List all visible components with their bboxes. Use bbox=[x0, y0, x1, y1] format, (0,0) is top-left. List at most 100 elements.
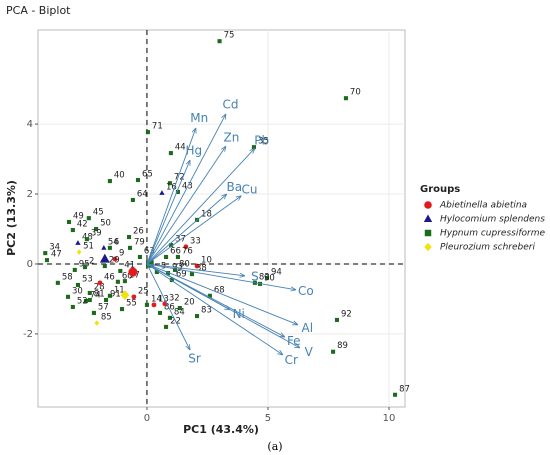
point-label: 2 bbox=[89, 257, 94, 267]
point bbox=[43, 251, 48, 256]
point-label: 40 bbox=[114, 171, 125, 181]
point bbox=[86, 216, 91, 221]
point-label: 30 bbox=[72, 286, 83, 296]
point-label: 16 bbox=[166, 182, 177, 192]
point-label: 94 bbox=[271, 267, 282, 277]
loading-arrow bbox=[146, 263, 298, 326]
point bbox=[175, 189, 180, 194]
point-label: 58 bbox=[62, 272, 73, 282]
point bbox=[167, 315, 172, 320]
point bbox=[137, 254, 142, 260]
y-tick-label: 2 bbox=[27, 189, 33, 200]
point bbox=[343, 96, 348, 101]
point bbox=[172, 267, 178, 272]
point-label: 54 bbox=[108, 237, 119, 247]
point-label: 28 bbox=[94, 282, 105, 292]
loading-label: S bbox=[251, 270, 259, 284]
point-label: 39 bbox=[91, 229, 102, 239]
point-label: 86 bbox=[164, 302, 175, 312]
y-tick-label: 4 bbox=[27, 119, 33, 130]
point-label: 9 bbox=[119, 249, 124, 259]
point bbox=[72, 267, 77, 272]
legend-label: Abietinella abietina bbox=[439, 201, 527, 211]
point-label: 85 bbox=[101, 313, 112, 323]
point bbox=[119, 307, 125, 312]
point-label: 49 bbox=[73, 211, 84, 221]
point bbox=[251, 145, 256, 150]
point bbox=[164, 254, 169, 260]
point bbox=[135, 177, 141, 183]
point bbox=[82, 265, 88, 270]
loading-label: Cu bbox=[241, 182, 257, 196]
loading-arrow bbox=[146, 114, 226, 265]
point-label: 38 bbox=[196, 264, 207, 274]
point-label: 84 bbox=[174, 307, 185, 317]
legend-label: Pleurozium schreberi bbox=[440, 243, 535, 253]
loading-arrow bbox=[146, 263, 245, 276]
legend-title: Groups bbox=[420, 184, 460, 195]
point bbox=[87, 290, 92, 296]
point-label: 52 bbox=[77, 296, 88, 306]
legend-swatch bbox=[424, 229, 432, 237]
point-label: 47 bbox=[51, 250, 62, 260]
point-label: 87 bbox=[399, 384, 410, 394]
point-label: 89 bbox=[337, 341, 348, 351]
point bbox=[175, 254, 180, 260]
loading-arrow bbox=[146, 194, 227, 265]
legend-label: Hypnum cupressiforme bbox=[440, 229, 545, 239]
point bbox=[130, 197, 135, 203]
point-label: 10 bbox=[201, 256, 212, 266]
point-label: 25 bbox=[138, 286, 149, 296]
point-label: 46 bbox=[104, 272, 115, 282]
point bbox=[112, 256, 118, 262]
point bbox=[165, 271, 171, 276]
point bbox=[131, 294, 137, 300]
point bbox=[164, 324, 169, 329]
loading-label: Sr bbox=[188, 351, 201, 365]
x-tick-label: 0 bbox=[144, 413, 150, 424]
point bbox=[127, 245, 133, 250]
point bbox=[189, 272, 195, 277]
point bbox=[151, 302, 157, 308]
point bbox=[115, 279, 120, 284]
point bbox=[44, 258, 49, 263]
point-label: 11 bbox=[114, 285, 125, 295]
point bbox=[70, 228, 75, 233]
loading-label: Ba bbox=[227, 180, 243, 194]
point-label: 55 bbox=[126, 299, 137, 309]
loading-arrow bbox=[146, 160, 190, 265]
point-label: 14 bbox=[151, 294, 162, 304]
point bbox=[207, 293, 212, 298]
point bbox=[75, 240, 81, 245]
point bbox=[177, 305, 182, 311]
point-label: 64 bbox=[137, 189, 148, 199]
point bbox=[94, 226, 99, 232]
point bbox=[145, 130, 150, 135]
point-label: 65 bbox=[142, 170, 153, 180]
loading-label: V bbox=[305, 345, 314, 359]
x-tick-label: 5 bbox=[265, 413, 271, 424]
point bbox=[194, 263, 200, 269]
point bbox=[217, 39, 222, 44]
loading-arrow bbox=[146, 146, 226, 265]
point-label: 34 bbox=[49, 243, 60, 253]
point bbox=[103, 297, 109, 303]
y-tick-label: 0 bbox=[27, 259, 33, 270]
point bbox=[169, 278, 174, 283]
point bbox=[107, 245, 112, 250]
point bbox=[65, 294, 71, 299]
point bbox=[393, 392, 398, 397]
y-tick-label: -2 bbox=[23, 329, 33, 340]
point bbox=[118, 268, 123, 273]
point bbox=[264, 275, 270, 280]
point bbox=[83, 298, 88, 304]
point-label: 95 bbox=[79, 259, 90, 269]
legend-swatch bbox=[424, 242, 432, 252]
loading-label: Al bbox=[302, 321, 314, 335]
point-label: 63 bbox=[144, 246, 155, 256]
point-label: 82 bbox=[259, 272, 270, 282]
point-label: 69 bbox=[176, 270, 187, 280]
loading-label: Fe bbox=[287, 334, 301, 348]
point bbox=[168, 151, 173, 156]
